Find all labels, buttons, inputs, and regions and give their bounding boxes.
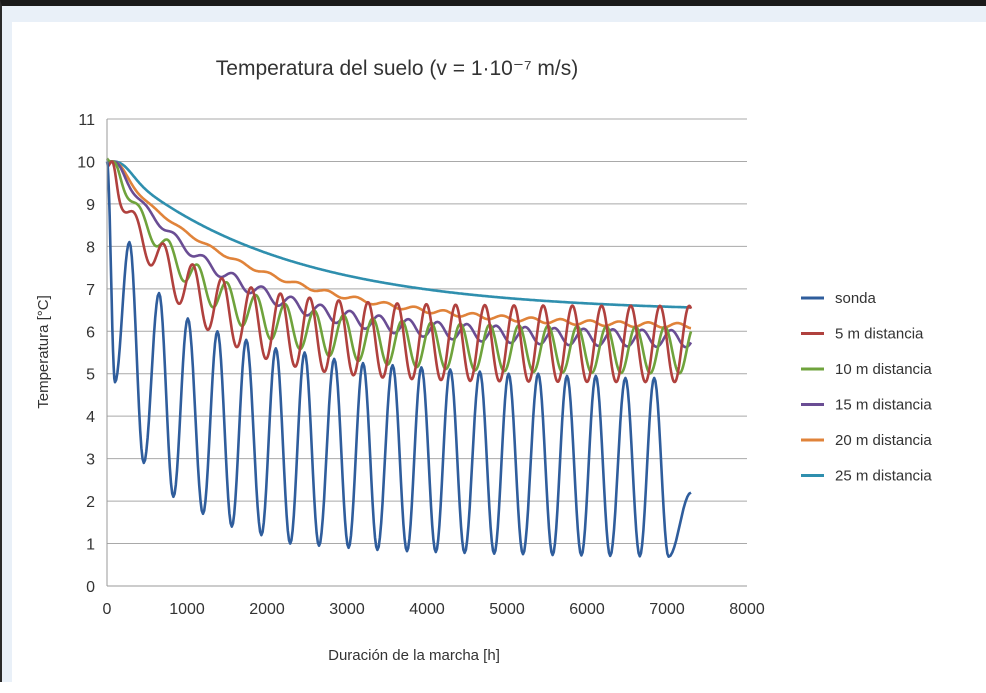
legend-label-3: 15 m distancia <box>835 397 932 414</box>
y-tick-labels: 0 1 2 3 4 5 6 7 8 9 10 11 <box>77 112 95 596</box>
chart-panel: Temperatura del suelo (v = 1·10⁻⁷ m/s) 0… <box>12 22 986 688</box>
y-tick-label: 4 <box>86 409 95 426</box>
series-line-1 <box>106 160 693 384</box>
legend: sonda 5 m distancia 10 m distancia 15 m dis… <box>801 290 932 485</box>
series-line-2 <box>105 157 693 375</box>
chart-title: Temperatura del suelo (v = 1·10⁻⁷ m/s) <box>216 57 578 80</box>
x-tick-label: 3000 <box>329 601 365 618</box>
legend-label-5: 25 m distancia <box>835 468 932 485</box>
y-tick-label: 7 <box>86 282 95 299</box>
series-lines <box>105 157 693 558</box>
y-tick-label: 3 <box>86 452 95 469</box>
y-tick-label: 2 <box>86 494 95 511</box>
x-tick-label: 1000 <box>169 601 205 618</box>
x-tick-labels: 0 1000 2000 3000 4000 5000 6000 7000 8000 <box>103 601 765 618</box>
y-tick-label: 5 <box>86 367 95 384</box>
x-tick-label: 5000 <box>489 601 525 618</box>
x-tick-label: 2000 <box>249 601 285 618</box>
x-tick-label: 8000 <box>729 601 765 618</box>
legend-label-0: sonda <box>835 290 877 307</box>
x-tick-label: 4000 <box>409 601 445 618</box>
y-tick-label: 11 <box>78 112 95 129</box>
x-tick-label: 7000 <box>649 601 685 618</box>
x-tick-label: 0 <box>103 601 112 618</box>
line-chart: Temperatura del suelo (v = 1·10⁻⁷ m/s) 0… <box>35 57 932 664</box>
y-tick-label: 9 <box>86 197 95 214</box>
series-line-5 <box>106 160 692 309</box>
x-axis-label: Duración de la marcha [h] <box>328 647 500 664</box>
legend-label-2: 10 m distancia <box>835 361 932 378</box>
y-axis-label: Temperatura [°C] <box>35 295 52 409</box>
legend-label-4: 20 m distancia <box>835 432 932 449</box>
y-tick-label: 8 <box>86 239 95 256</box>
series-line-0 <box>105 161 692 558</box>
legend-label-1: 5 m distancia <box>835 326 924 343</box>
y-tick-label: 6 <box>86 324 95 341</box>
y-tick-label: 0 <box>86 579 95 596</box>
y-tick-label: 10 <box>77 154 95 171</box>
x-tick-label: 6000 <box>569 601 605 618</box>
y-tick-label: 1 <box>86 537 95 554</box>
series-line-3 <box>106 158 693 349</box>
